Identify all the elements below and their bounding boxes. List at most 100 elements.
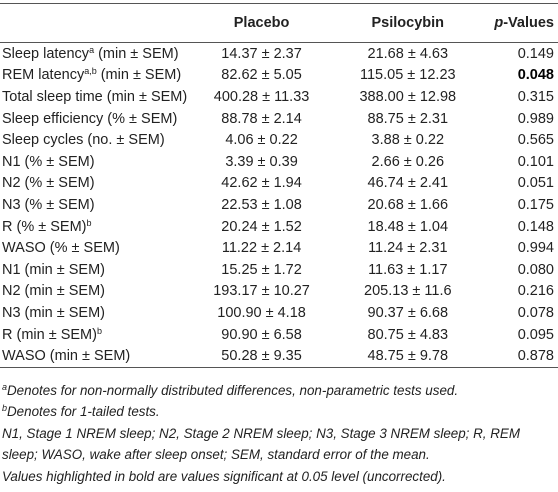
- label-text: WASO: [2, 348, 46, 365]
- psilocybin-cell: 18.48 ± 1.04: [367, 218, 449, 235]
- header-cell: Psilocybin: [335, 3, 480, 43]
- unit-text: (% ± SEM): [107, 110, 178, 127]
- footnote-mark: b: [2, 403, 8, 414]
- row-label: Sleep latencya (min ± SEM): [0, 43, 187, 65]
- table-row: R (% ± SEM)b 20.24 ± 1.52 18.48 ± 1.04 0.148: [0, 216, 558, 238]
- table-row: N3 (% ± SEM) 22.53 ± 1.08 20.68 ± 1.66 0.175: [0, 194, 558, 216]
- footnote-text: Values highlighted in bold are values si…: [2, 468, 446, 484]
- row-label: R (min ± SEM)b: [0, 324, 187, 346]
- footnote: N1, Stage 1 NREM sleep; N2, Stage 2 NREM…: [2, 423, 556, 466]
- p-value-cell: 0.216: [517, 283, 554, 300]
- placebo-cell: 90.90 ± 6.58: [221, 326, 302, 343]
- placebo-cell: 50.28 ± 9.35: [221, 348, 302, 365]
- table-row: N1 (min ± SEM) 15.25 ± 1.72 11.63 ± 1.17 0.0…: [0, 259, 558, 281]
- unit-text: (% ± SEM): [49, 240, 120, 257]
- footnote-mark: a: [2, 381, 8, 392]
- table-row: N1 (% ± SEM) 3.39 ± 0.39 2.66 ± 0.26 0.101: [0, 151, 558, 173]
- row-label: N2 (% ± SEM): [0, 173, 187, 195]
- row-label: WASO (min ± SEM): [0, 345, 187, 367]
- table-row: Sleep efficiency (% ± SEM) 88.78 ± 2.14 88.…: [0, 108, 558, 130]
- table-row: N2 (% ± SEM) 42.62 ± 1.94 46.74 ± 2.41 0.051: [0, 173, 558, 195]
- footnote-mark: b: [86, 217, 92, 228]
- unit-text: (% ± SEM): [24, 196, 95, 213]
- psilocybin-cell: 80.75 ± 4.83: [367, 326, 449, 343]
- label-text: Sleep cycles: [2, 132, 84, 149]
- table-header: Placebo Psilocybin p-Values: [0, 3, 558, 43]
- footnote-text: N1, Stage 1 NREM sleep; N2, Stage 2 NREM…: [2, 425, 520, 463]
- unit-text: (min ± SEM): [24, 283, 106, 300]
- p-value-cell: 0.148: [517, 218, 554, 235]
- table-row: WASO (min ± SEM) 50.28 ± 9.35 48.75 ± 9.78 0…: [0, 345, 558, 367]
- results-table: Placebo Psilocybin p-Values Sleep latenc…: [0, 3, 558, 368]
- p-value-cell: 0.048: [517, 67, 554, 84]
- p-value-cell: 0.315: [517, 88, 554, 105]
- placebo-cell: 193.17 ± 10.27: [213, 283, 310, 300]
- psilocybin-cell: 115.05 ± 12.23: [360, 67, 456, 84]
- footnote: Values highlighted in bold are values si…: [2, 466, 556, 488]
- footnote-text: Denotes for non-normally distributed dif…: [7, 382, 459, 398]
- footnote-mark: b: [96, 325, 102, 336]
- label-text: Sleep efficiency: [2, 110, 104, 127]
- row-label: R (% ± SEM)b: [0, 216, 187, 238]
- footnote: aDenotes for non-normally distributed di…: [2, 380, 556, 402]
- table-body: Sleep latencya (min ± SEM) 14.37 ± 2.37 21.…: [0, 43, 558, 368]
- p-value-cell: 0.994: [517, 240, 554, 257]
- psilocybin-cell: 2.66 ± 0.26: [371, 153, 445, 170]
- table-row: REM latencya,b (min ± SEM) 82.62 ± 5.05 115…: [0, 65, 558, 87]
- unit-text: (% ± SEM): [24, 153, 95, 170]
- unit-text: (min ± SEM): [100, 67, 182, 84]
- header-blank: [0, 3, 188, 43]
- psilocybin-cell: 21.68 ± 4.63: [367, 45, 449, 62]
- header-cell: p-Values: [479, 3, 558, 43]
- row-label: Total sleep time (min ± SEM): [0, 86, 187, 108]
- label-text: WASO: [2, 240, 46, 257]
- psilocybin-cell: 90.37 ± 6.68: [367, 304, 449, 321]
- row-label: WASO (% ± SEM): [0, 237, 187, 259]
- row-label: N2 (min ± SEM): [0, 281, 187, 303]
- p-value-cell: 0.989: [517, 110, 554, 127]
- unit-text: (min ± SEM): [24, 261, 106, 278]
- p-value-cell: 0.149: [517, 45, 554, 62]
- label-text: N3: [2, 196, 21, 213]
- header-cell: Placebo: [187, 3, 336, 43]
- placebo-cell: 11.22 ± 2.14: [221, 240, 302, 257]
- header-text: -Values: [503, 15, 554, 31]
- header-row: Placebo Psilocybin p-Values: [0, 3, 558, 43]
- placebo-cell: 20.24 ± 1.52: [221, 218, 302, 235]
- page: Placebo Psilocybin p-Values Sleep latenc…: [0, 3, 558, 492]
- p-value-cell: 0.878: [517, 348, 554, 365]
- table-row: R (min ± SEM)b 90.90 ± 6.58 80.75 ± 4.83 0.0…: [0, 324, 558, 346]
- row-label: N1 (% ± SEM): [0, 151, 187, 173]
- label-text: N1: [2, 153, 21, 170]
- psilocybin-cell: 205.13 ± 11.6: [364, 283, 452, 300]
- unit-text: (min ± SEM): [24, 304, 106, 321]
- label-text: N2: [2, 175, 21, 192]
- label-text: R: [2, 326, 13, 343]
- label-text: N3: [2, 304, 21, 321]
- footnote: bDenotes for 1-tailed tests.: [2, 401, 556, 423]
- placebo-cell: 82.62 ± 5.05: [221, 67, 302, 84]
- unit-text: (min ± SEM): [106, 88, 188, 105]
- label-text: REM latency: [2, 67, 85, 84]
- p-value-cell: 0.101: [517, 153, 554, 170]
- footnote-mark: a,b: [84, 66, 97, 77]
- psilocybin-cell: 88.75 ± 2.31: [367, 110, 449, 127]
- table-row: Sleep latencya (min ± SEM) 14.37 ± 2.37 21.…: [0, 43, 558, 65]
- psilocybin-cell: 46.74 ± 2.41: [367, 175, 449, 192]
- table-row: WASO (% ± SEM) 11.22 ± 2.14 11.24 ± 2.31 0.9…: [0, 237, 558, 259]
- psilocybin-cell: 388.00 ± 12.98: [359, 88, 457, 105]
- footnotes: aDenotes for non-normally distributed di…: [0, 368, 558, 488]
- placebo-cell: 15.25 ± 1.72: [221, 261, 302, 278]
- table-row: N3 (min ± SEM) 100.90 ± 4.18 90.37 ± 6.68 0.…: [0, 302, 558, 324]
- label-text: N1: [2, 261, 21, 278]
- footnote-mark: a: [89, 44, 95, 55]
- placebo-cell: 400.28 ± 11.33: [213, 88, 310, 105]
- p-value-cell: 0.051: [517, 175, 554, 192]
- row-label: N3 (% ± SEM): [0, 194, 187, 216]
- psilocybin-cell: 11.63 ± 1.17: [368, 261, 448, 278]
- label-text: Sleep latency: [2, 45, 90, 62]
- table-row: Total sleep time (min ± SEM) 400.28 ± 11.3…: [0, 86, 558, 108]
- p-value-cell: 0.095: [517, 326, 554, 343]
- placebo-cell: 88.78 ± 2.14: [221, 110, 302, 127]
- row-label: REM latencya,b (min ± SEM): [0, 65, 187, 87]
